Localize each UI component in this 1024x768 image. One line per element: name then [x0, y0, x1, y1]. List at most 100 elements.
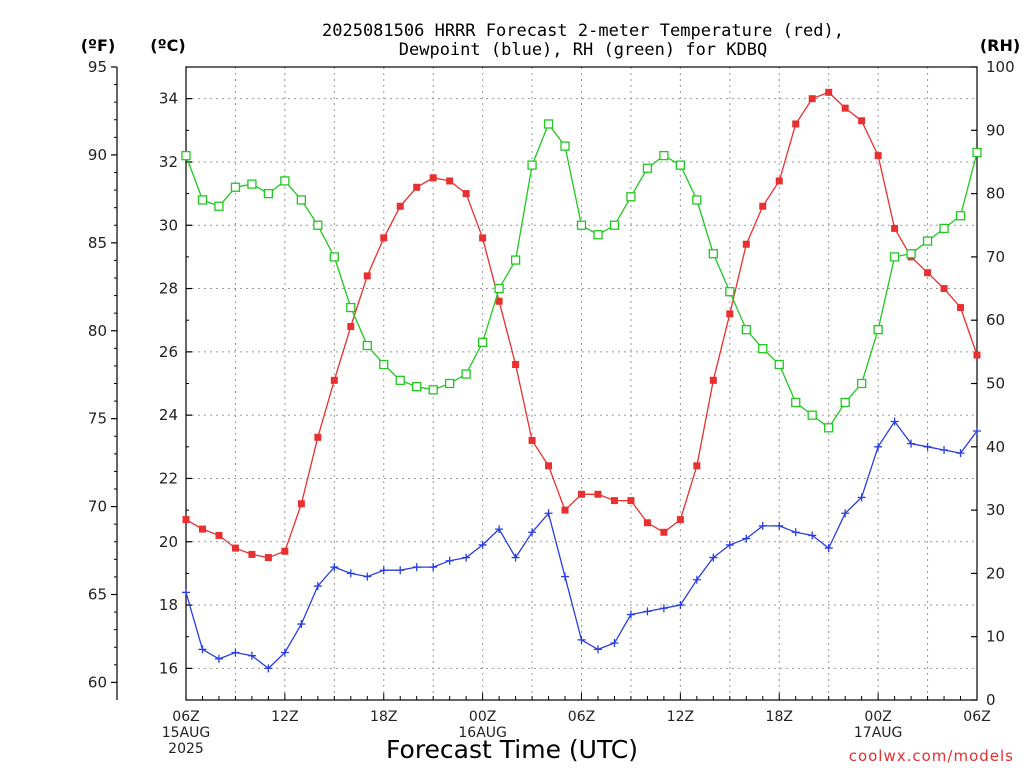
rh-point: [395, 375, 405, 385]
rh-point: [362, 340, 372, 351]
dewpoint-point: [280, 648, 289, 657]
rh-point: [527, 160, 537, 170]
dewpoint-point: [923, 442, 932, 451]
fahrenheit-unit-label: (ºF): [81, 36, 116, 55]
temperature-point: [528, 436, 536, 444]
rh-point: [692, 195, 702, 205]
temperature-point: [545, 462, 553, 470]
dewpoint-point: [742, 534, 751, 543]
rh-tick-label: 60: [986, 311, 1005, 329]
temperature-point: [742, 240, 750, 248]
temperature-point: [594, 490, 602, 498]
temperature-point: [429, 174, 437, 182]
rh-point: [461, 369, 471, 379]
dewpoint-point: [577, 635, 586, 644]
x-tick-label: 16AUG: [458, 725, 507, 741]
temperature-point: [825, 88, 833, 96]
dewpoint-point: [626, 610, 635, 619]
x-tick-label: 18Z: [766, 709, 793, 725]
dewpoint-point: [330, 563, 339, 572]
x-tick-label: 12Z: [667, 709, 694, 725]
temperature-point: [330, 376, 338, 384]
rh-point: [659, 150, 669, 161]
rh-point: [346, 302, 356, 313]
dewpoint-point: [593, 645, 602, 654]
dewpoint-point: [841, 509, 850, 518]
rh-point: [774, 359, 784, 370]
dewpoint-point: [528, 528, 537, 537]
rh-point: [329, 252, 339, 262]
dewpoint-point: [462, 553, 471, 562]
rh-point: [510, 255, 521, 265]
temperature-point: [462, 190, 470, 198]
temperature-point: [561, 506, 569, 514]
fahrenheit-tick-label: 90: [88, 146, 107, 164]
dewpoint-point: [429, 563, 438, 572]
rh-tick-label: 90: [986, 121, 1005, 139]
temperature-point: [676, 516, 684, 524]
rh-point: [939, 223, 949, 234]
celsius-tick-label: 24: [159, 406, 178, 424]
fahrenheit-tick-label: 70: [88, 498, 107, 516]
rh-point: [593, 230, 603, 240]
temperature-point: [347, 323, 355, 331]
dewpoint-point: [214, 654, 223, 663]
rh-point: [708, 249, 718, 259]
temperature-point: [198, 525, 206, 533]
dewpoint-point: [808, 531, 817, 540]
dewpoint-point: [610, 639, 619, 648]
x-tick-label: 18Z: [370, 709, 397, 725]
x-tick-label: 06Z: [963, 709, 990, 725]
dewpoint-point: [182, 588, 190, 597]
rh-point: [379, 359, 389, 370]
rh-point: [214, 201, 224, 211]
dewpoint-point: [907, 439, 916, 448]
temperature-point: [363, 272, 371, 280]
dewpoint-point: [874, 442, 883, 451]
chart-title: 2025081506 HRRR Forecast 2-meter Tempera…: [322, 21, 844, 41]
chart-subtitle: Dewpoint (blue), RH (green) for KDBQ: [399, 40, 767, 60]
fahrenheit-tick-label: 85: [88, 234, 107, 252]
temperature-point: [512, 361, 520, 369]
rh-point: [445, 378, 455, 389]
temperature-point: [627, 497, 635, 505]
dewpoint-point: [676, 601, 685, 610]
temperature-point: [759, 202, 767, 210]
dewpoint-point: [198, 645, 207, 654]
rh-point: [280, 176, 290, 186]
rh-point: [543, 119, 554, 129]
dewpoint-point: [379, 566, 388, 575]
rh-point: [477, 337, 488, 348]
rh-point: [889, 252, 900, 262]
temperature-point: [643, 519, 651, 527]
dewpoint-point: [511, 553, 520, 562]
temperature-point: [264, 554, 272, 562]
rh-tick-label: 20: [986, 564, 1005, 582]
temperature-point: [841, 104, 849, 112]
rh-tick-label: 0: [986, 691, 996, 709]
dewpoint-point: [445, 556, 454, 565]
rh-point: [576, 220, 587, 230]
temperature-point: [775, 177, 783, 185]
dewpoint-point: [659, 604, 668, 613]
temperature-point: [281, 547, 289, 555]
temperature-point: [726, 310, 734, 318]
credit-label: coolwx.com/models: [849, 747, 1014, 765]
dewpoint-point: [791, 528, 800, 537]
rh-point: [412, 382, 422, 392]
rh-point: [428, 385, 438, 395]
temperature-point: [413, 183, 421, 191]
rh-point: [494, 283, 504, 294]
temperature-point: [693, 462, 701, 470]
dewpoint-point: [313, 582, 322, 591]
rh-tick-label: 40: [986, 438, 1005, 456]
rh-tick-label: 30: [986, 501, 1005, 519]
dewpoint-point: [478, 540, 487, 549]
rh-point: [972, 147, 982, 158]
celsius-unit-label: (ºC): [150, 36, 185, 55]
dewpoint-point: [890, 417, 899, 426]
dewpoint-point: [775, 521, 784, 530]
dewpoint-point: [412, 563, 421, 572]
dewpoint-point: [247, 651, 256, 660]
fahrenheit-tick-label: 60: [88, 673, 107, 691]
